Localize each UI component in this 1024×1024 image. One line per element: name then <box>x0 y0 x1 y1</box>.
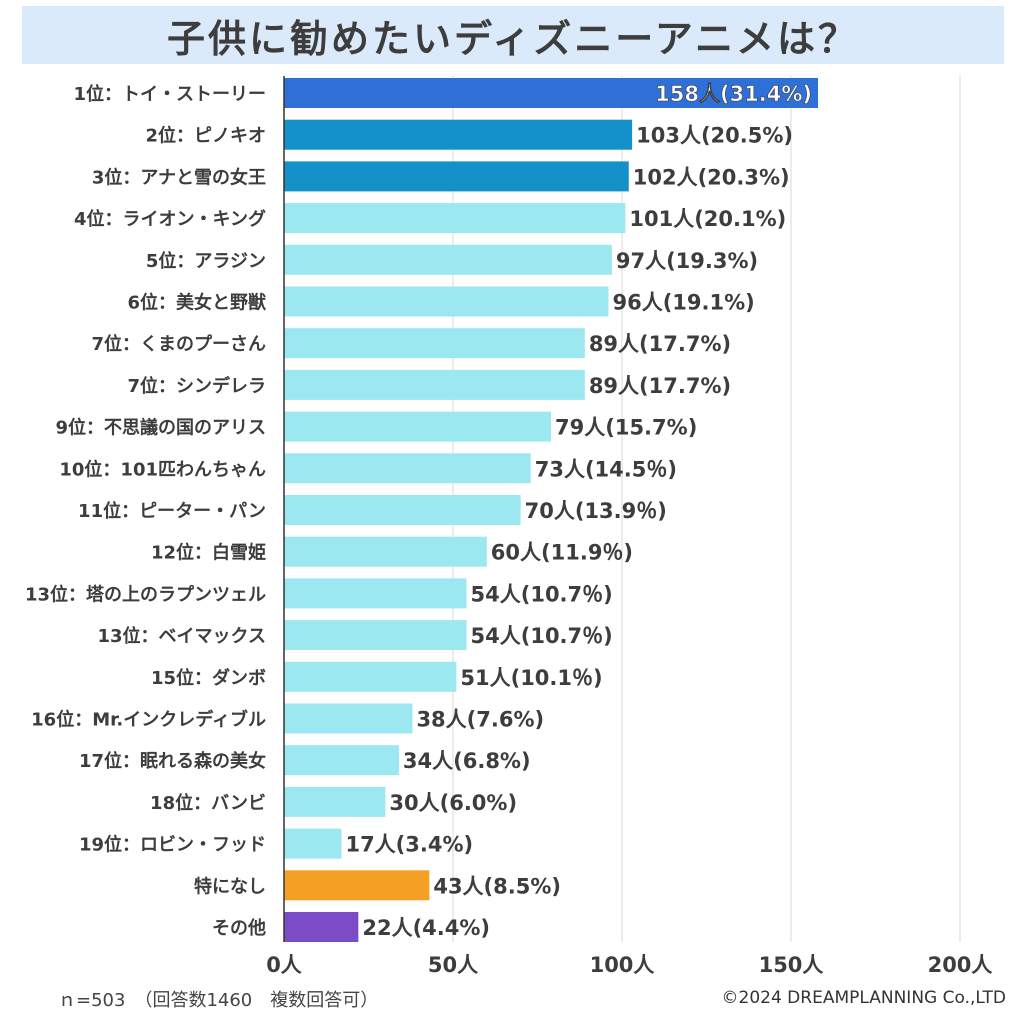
data-label-16: 38人(7.6%) <box>416 708 544 732</box>
title-bar: 子供に勧めたいディズニーアニメは？ <box>22 6 1004 64</box>
data-label-2: 103人(20.5%) <box>636 124 793 148</box>
data-label-6: 96人(19.1%) <box>612 291 754 315</box>
bar-7 <box>284 328 585 359</box>
category-label-21: その他 <box>212 917 266 939</box>
bar-16 <box>284 703 413 734</box>
bar-10 <box>284 453 531 484</box>
data-label-1: 158人(31.4%) <box>655 82 812 106</box>
x-tick-label-200: 200人 <box>928 953 993 977</box>
category-label-4: 4位：ライオン・キング <box>74 208 266 230</box>
category-label-19: 19位：ロビン・フッド <box>79 834 266 856</box>
category-label-17: 17位：眠れる森の美女 <box>79 750 266 772</box>
category-label-9: 9位：不思議の国のアリス <box>55 417 266 439</box>
data-label-13: 54人(10.7％) <box>471 582 613 606</box>
category-label-15: 15位：ダンボ <box>151 667 266 689</box>
category-label-14: 13位：ベイマックス <box>97 625 266 647</box>
bar-5 <box>284 244 612 275</box>
data-label-7: 89人(17.7%) <box>589 332 731 356</box>
category-label-1: 1位：トイ・ストーリー <box>73 83 266 105</box>
bar-14 <box>284 620 467 651</box>
category-label-18: 18位：バンビ <box>150 792 266 814</box>
bar-19 <box>284 828 342 859</box>
category-label-5: 5位：アラジン <box>146 250 266 272</box>
x-tick-label-50: 50人 <box>428 953 478 977</box>
x-tick-label-100: 100人 <box>590 953 655 977</box>
bar-8 <box>284 369 585 400</box>
category-label-6: 6位：美女と野獣 <box>127 292 267 314</box>
category-label-2: 2位：ピノキオ <box>145 125 266 147</box>
data-label-9: 79人(15.7%) <box>555 416 697 440</box>
data-label-11: 70人(13.9％) <box>525 499 667 523</box>
bar-21 <box>284 912 359 942</box>
bar-9 <box>284 411 552 442</box>
data-label-21: 22人(4.4%) <box>362 916 490 940</box>
bar-13 <box>284 578 467 609</box>
data-label-15: 51人(10.1％) <box>460 666 602 690</box>
category-label-3: 3位：アナと雪の女王 <box>92 166 266 188</box>
category-label-7: 7位：くまのプーさん <box>91 333 266 355</box>
bar-4 <box>284 203 626 234</box>
data-label-5: 97人(19.3%) <box>616 249 758 273</box>
data-label-10: 73人(14.5％) <box>535 457 677 481</box>
data-label-17: 34人(6.8%) <box>403 749 531 773</box>
bar-18 <box>284 786 386 817</box>
category-label-10: 10位：101匹わんちゃん <box>59 458 266 480</box>
category-label-13: 13位：塔の上のラプンツェル <box>25 583 266 605</box>
data-label-12: 60人(11.9％) <box>491 541 633 565</box>
x-tick-label-150: 150人 <box>759 953 824 977</box>
x-tick-label-0: 0人 <box>266 953 302 977</box>
bar-12 <box>284 536 487 567</box>
chart-title: 子供に勧めたいディズニーアニメは？ <box>166 16 860 61</box>
bar-3 <box>284 161 629 192</box>
bar-20 <box>284 870 430 901</box>
bar-1 <box>284 78 819 108</box>
category-label-12: 12位：白雪姫 <box>151 542 266 564</box>
category-label-11: 11位：ピーター・パン <box>78 500 266 522</box>
bar-6 <box>284 286 609 317</box>
category-label-8: 7位：シンデレラ <box>127 375 266 397</box>
category-label-20: 特になし <box>194 875 266 897</box>
bar-15 <box>284 661 457 692</box>
category-label-16: 16位：Mr.インクレディブル <box>31 709 266 731</box>
bar-2 <box>284 119 633 150</box>
data-label-8: 89人(17.7%) <box>589 374 731 398</box>
bar-17 <box>284 745 399 776</box>
data-label-14: 54人(10.7％) <box>471 624 613 648</box>
data-label-20: 43人(8.5%) <box>433 874 561 898</box>
data-label-4: 101人(20.1%) <box>629 207 786 231</box>
data-label-3: 102人(20.3%) <box>633 165 790 189</box>
data-label-18: 30人(6.0%) <box>389 791 517 815</box>
copyright: ©2024 DREAMPLANNING Co.,LTD <box>721 988 1006 1008</box>
data-label-19: 17人(3.4%) <box>345 833 473 857</box>
bar-11 <box>284 495 521 525</box>
sample-size-note: ｎ=503 （回答数1460 複数回答可） <box>58 990 379 1011</box>
